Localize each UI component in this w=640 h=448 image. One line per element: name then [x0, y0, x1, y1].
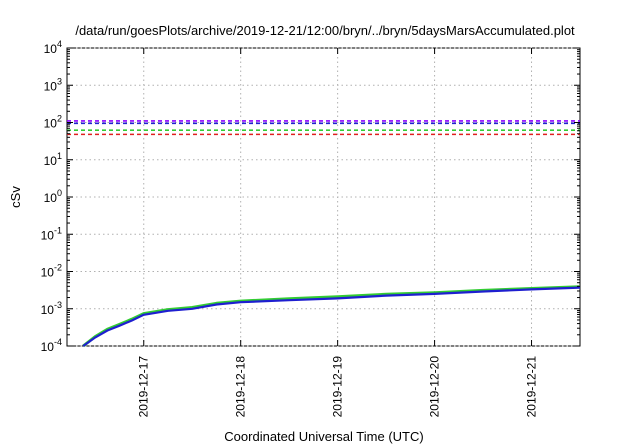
y-tick-label: 101	[44, 151, 62, 168]
y-tick-label: 102	[44, 114, 62, 131]
x-tick-labels: 2019-12-17 2019-12-18 2019-12-19 2019-12-20…	[137, 356, 539, 418]
x-tick-label: 2019-12-17	[137, 356, 151, 418]
y-tick-label: 100	[44, 188, 62, 205]
series-line	[82, 285, 581, 348]
series-line	[82, 286, 581, 347]
x-tick-label: 2019-12-20	[428, 356, 442, 418]
y-tick-labels: 104 103 102 101 100 10-1 10-2 10-3 10-4	[41, 39, 62, 354]
y-axis-label: cSv	[8, 186, 23, 208]
y-tick-label: 10-1	[41, 225, 62, 242]
x-tick-label: 2019-12-19	[331, 356, 345, 418]
series-lines	[82, 285, 581, 348]
axis-ticks	[67, 47, 580, 347]
grid	[67, 47, 580, 347]
x-tick-label: 2019-12-18	[234, 356, 248, 418]
reference-lines	[67, 120, 580, 136]
y-tick-label: 103	[44, 76, 62, 93]
y-tick-label: 104	[44, 39, 62, 56]
y-tick-label: 10-4	[41, 337, 62, 354]
x-axis-label: Coordinated Universal Time (UTC)	[224, 429, 423, 444]
x-tick-label: 2019-12-21	[525, 356, 539, 418]
y-tick-label: 10-2	[41, 263, 62, 280]
plot-area	[66, 47, 581, 348]
y-tick-label: 10-3	[41, 300, 62, 317]
chart-title: /data/run/goesPlots/archive/2019-12-21/1…	[75, 23, 575, 38]
